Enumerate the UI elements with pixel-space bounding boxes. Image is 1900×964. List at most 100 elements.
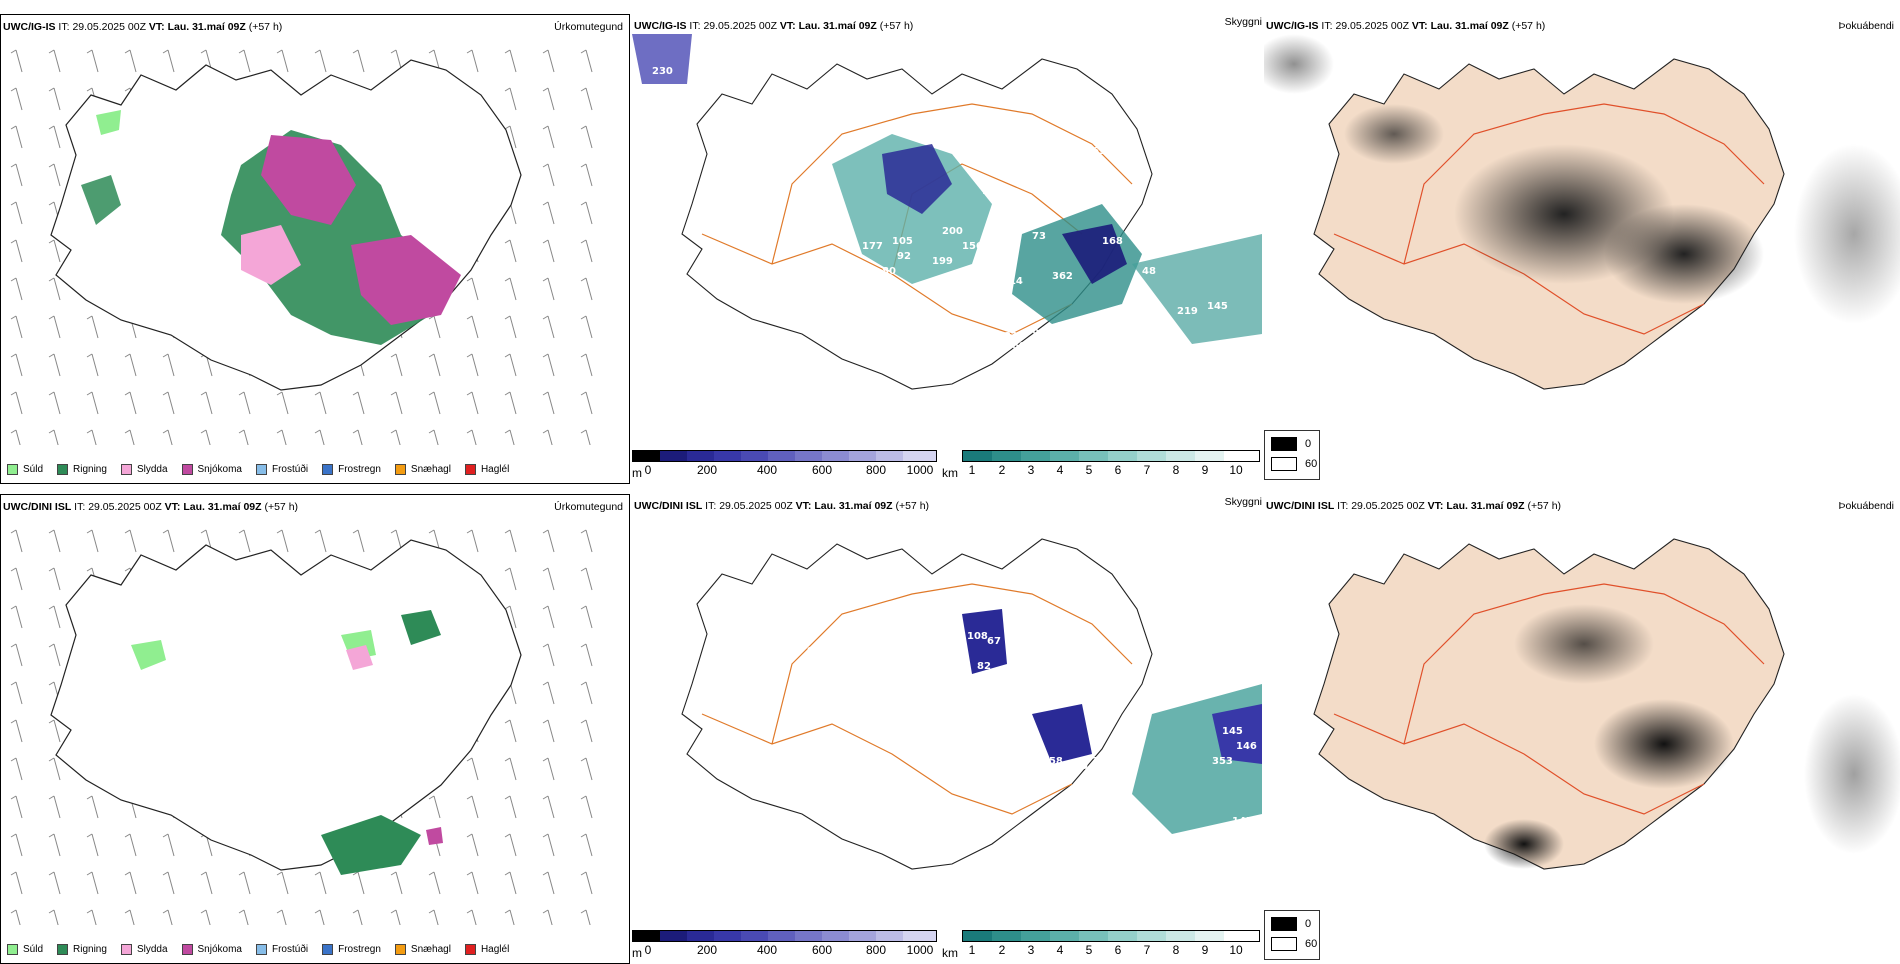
cloud-base-label: 219 bbox=[1177, 306, 1198, 317]
cloud-base-label: 108 bbox=[967, 631, 988, 642]
it-label: IT: bbox=[705, 500, 717, 512]
iceland-outline bbox=[50, 539, 522, 871]
wind-barb bbox=[504, 49, 517, 73]
snow-area bbox=[351, 235, 461, 325]
fog-swatch bbox=[1271, 917, 1297, 931]
init-time: 29.05.2025 00Z bbox=[72, 21, 146, 33]
road-network bbox=[1333, 583, 1765, 815]
wind-barb bbox=[428, 909, 439, 925]
precip-map-row2 bbox=[10, 529, 593, 925]
cloud-base-label: 104 bbox=[982, 186, 1003, 197]
colorbar-tick: 0 bbox=[644, 943, 652, 957]
wind-barb bbox=[162, 833, 175, 857]
it-label: IT: bbox=[689, 20, 701, 32]
colorbar-tick: 1 bbox=[968, 943, 976, 957]
wind-barb bbox=[48, 163, 61, 187]
wind-barb bbox=[542, 757, 555, 781]
cloud-base-label: 40 bbox=[1082, 326, 1096, 337]
wind-barb bbox=[124, 429, 135, 445]
colorbar-tick: 10 bbox=[1229, 463, 1243, 477]
cloud-base-label: 64 bbox=[1032, 326, 1046, 337]
wind-barb bbox=[580, 87, 593, 111]
wind-barb bbox=[580, 429, 591, 445]
model-name: UWC/IG-IS bbox=[634, 20, 687, 32]
colorbar-tick: 3 bbox=[1027, 463, 1035, 477]
wind-barb bbox=[580, 239, 593, 263]
cloud-base-label: 114 bbox=[1002, 276, 1023, 287]
fog-map-row2 bbox=[1313, 538, 1900, 870]
wind-barb bbox=[86, 429, 97, 445]
colorbar-tick: 0 bbox=[644, 463, 652, 477]
colorbar-unit: km bbox=[942, 466, 958, 480]
panel-header: UWC/IG-IS IT: 29.05.2025 00Z VT: Lau. 31… bbox=[3, 21, 625, 35]
wind-barb bbox=[124, 529, 137, 553]
wind-barb bbox=[48, 353, 61, 377]
wind-barb bbox=[542, 125, 555, 149]
wind-barb bbox=[428, 353, 441, 377]
wind-barb bbox=[542, 605, 555, 629]
colorbar-unit: m bbox=[632, 466, 642, 480]
wind-barb bbox=[10, 201, 23, 225]
legend-item: Snjókoma bbox=[181, 464, 242, 475]
wind-barb bbox=[86, 871, 99, 895]
wind-barb bbox=[580, 605, 593, 629]
wind-barb bbox=[580, 163, 593, 187]
colorbar-tick: 1000 bbox=[906, 943, 934, 957]
fog-legend: 0 60 bbox=[1264, 430, 1320, 480]
cloud-base-label: 230 bbox=[652, 66, 673, 77]
wind-barb bbox=[542, 909, 553, 925]
wind-barb bbox=[314, 529, 327, 553]
fog-swatch bbox=[1271, 937, 1297, 951]
fog-area bbox=[1484, 819, 1564, 869]
cloud-base-colorbar: m 0 200 400 600 800 1000 bbox=[632, 450, 937, 480]
wind-barb bbox=[48, 719, 61, 743]
fog-legend-label: 60 bbox=[1305, 458, 1318, 470]
wind-barb bbox=[352, 49, 365, 73]
visibility-map-row1: 230 105 177 92 80 200 156 199 165 180 11… bbox=[632, 34, 1262, 390]
wind-barb bbox=[352, 871, 365, 895]
cloud-base-label: 68 bbox=[1012, 341, 1026, 352]
cloud-base-label: 362 bbox=[1052, 271, 1073, 282]
wind-barb bbox=[48, 277, 61, 301]
wind-barb bbox=[48, 239, 61, 263]
wind-barb bbox=[10, 757, 23, 781]
sleet-area bbox=[346, 645, 373, 670]
wind-barb bbox=[580, 567, 593, 591]
legend-label: Súld bbox=[23, 464, 44, 475]
visibility-map-row2: 93 108 67 82 104 145 146 353 145 158 150… bbox=[681, 538, 1262, 887]
wind-barb bbox=[580, 681, 593, 705]
wind-barb bbox=[124, 833, 137, 857]
legend-swatch bbox=[394, 464, 406, 475]
init-time: 29.05.2025 00Z bbox=[1351, 500, 1425, 512]
wind-barb bbox=[390, 871, 403, 895]
cloud-base-label: 122 bbox=[997, 331, 1018, 342]
cloud-base-label: 91 bbox=[1012, 196, 1026, 207]
it-label: IT: bbox=[58, 21, 70, 33]
product-name: Skyggni bbox=[1224, 16, 1262, 28]
wind-barb bbox=[466, 909, 477, 925]
wind-barb bbox=[542, 529, 555, 553]
wind-barb bbox=[48, 567, 61, 591]
wind-barb bbox=[276, 529, 289, 553]
fog-area bbox=[1604, 204, 1764, 304]
colorbar-cells bbox=[962, 930, 1260, 942]
precip-type-panel-row1: UWC/IG-IS IT: 29.05.2025 00Z VT: Lau. 31… bbox=[0, 14, 630, 484]
wind-barb bbox=[314, 871, 327, 895]
init-time: 29.05.2025 00Z bbox=[1335, 20, 1409, 32]
fog-panel-row1: UWC/IG-IS IT: 29.05.2025 00Z VT: Lau. 31… bbox=[1264, 14, 1900, 484]
wind-barb bbox=[276, 909, 287, 925]
wind-barb bbox=[10, 49, 23, 73]
legend-label: Slydda bbox=[136, 464, 168, 475]
wind-barb bbox=[542, 239, 555, 263]
cloud-base-label: 105 bbox=[892, 236, 913, 247]
colorbar-ticks: 1 2 3 4 5 6 7 8 9 10 bbox=[942, 463, 1260, 477]
wind-barb bbox=[162, 871, 175, 895]
drizzle-area bbox=[81, 175, 121, 225]
wind-barb bbox=[542, 315, 555, 339]
colorbar-tick: 400 bbox=[756, 463, 778, 477]
wind-barb bbox=[390, 391, 403, 415]
wind-barb bbox=[10, 125, 23, 149]
wind-barb bbox=[390, 909, 401, 925]
colorbar-tick: 9 bbox=[1201, 463, 1209, 477]
wind-barb bbox=[10, 871, 23, 895]
